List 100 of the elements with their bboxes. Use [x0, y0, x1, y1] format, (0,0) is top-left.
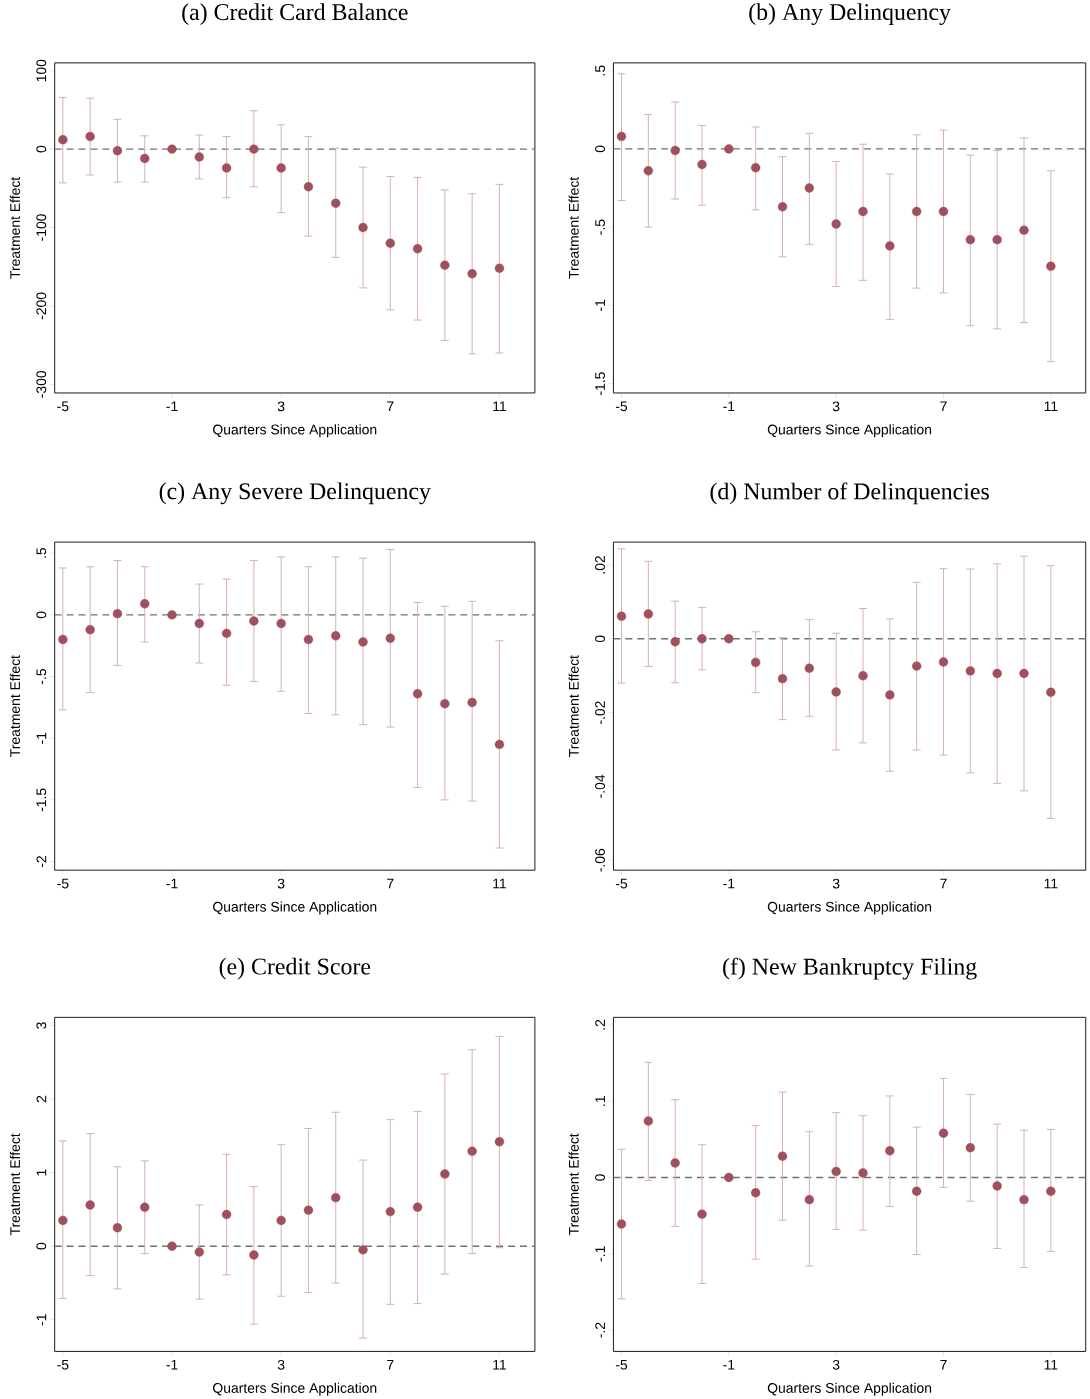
y-tick-label: .02 [595, 556, 606, 574]
x-tick-label: -1 [166, 1359, 178, 1370]
point [885, 241, 895, 251]
x-tick-label: 3 [277, 878, 285, 889]
point [670, 1158, 680, 1168]
x-axis-title: Quarters Since Application [213, 1382, 377, 1396]
point [194, 618, 205, 629]
point [140, 599, 150, 609]
point [1046, 1186, 1056, 1196]
point [85, 131, 95, 142]
point [276, 163, 286, 173]
point [670, 637, 680, 647]
point [140, 153, 150, 164]
point [167, 610, 177, 620]
y-tick-label: -.04 [595, 774, 606, 798]
point [938, 657, 949, 667]
x-tick-label: -1 [166, 401, 178, 412]
y-axis-title: Treatment Effect [9, 1133, 21, 1236]
point [643, 166, 654, 176]
chart-title: (b) Any Delinquency [749, 3, 952, 25]
x-tick-label: -5 [57, 878, 69, 889]
y-tick-label: 0 [595, 635, 606, 643]
point [992, 668, 1002, 679]
x-axis-title: Quarters Since Application [213, 424, 377, 438]
point [777, 673, 788, 684]
y-tick-label: -1 [36, 732, 47, 744]
y-tick-label: -1 [36, 1314, 47, 1326]
point [992, 234, 1002, 245]
point [992, 1181, 1002, 1191]
x-tick-label: 11 [493, 878, 507, 889]
y-tick-label: 3 [36, 1022, 47, 1029]
point [303, 182, 314, 192]
point [331, 631, 341, 641]
x-tick-label: -1 [723, 1359, 735, 1370]
y-tick-label: 0 [595, 145, 606, 153]
x-tick-label: -1 [166, 878, 178, 889]
point [440, 699, 450, 709]
point [358, 1245, 368, 1255]
x-tick-label: -5 [57, 1359, 69, 1370]
x-tick-label: 7 [387, 878, 394, 889]
y-tick-label: -1.5 [36, 788, 47, 812]
point [751, 163, 761, 173]
x-axis-title: Quarters Since Application [768, 424, 932, 438]
y-tick-label: -100 [36, 214, 47, 241]
point [112, 146, 123, 156]
x-tick-label: 11 [1044, 878, 1058, 889]
point [858, 206, 868, 217]
point [938, 206, 949, 217]
point [697, 634, 707, 644]
point [831, 219, 841, 229]
point [358, 637, 368, 647]
x-tick-label: 3 [832, 1359, 840, 1370]
y-tick-label: .1 [595, 1096, 606, 1106]
point [303, 634, 314, 645]
point [467, 697, 477, 708]
point [440, 260, 450, 270]
x-tick-label: 11 [1044, 1359, 1058, 1370]
point [85, 625, 95, 635]
x-tick-label: 11 [1044, 401, 1058, 412]
point [965, 234, 976, 245]
chart-title: (a) Credit Card Balance [182, 3, 408, 25]
point [331, 198, 341, 208]
y-tick-label: -.06 [595, 848, 606, 872]
x-tick-label: 11 [493, 1359, 507, 1370]
x-tick-label: 3 [277, 1359, 285, 1370]
point [358, 222, 368, 233]
y-tick-label: -.5 [36, 669, 47, 685]
point [276, 618, 286, 629]
point [222, 163, 232, 173]
y-tick-label: 1 [36, 1169, 47, 1176]
point [965, 1143, 976, 1153]
point [804, 183, 815, 193]
point [1019, 668, 1029, 679]
point [751, 1188, 761, 1198]
point [643, 609, 654, 619]
x-axis-title: Quarters Since Application [213, 901, 377, 915]
y-tick-label: -.1 [595, 1246, 606, 1262]
y-tick-label: 0 [595, 1174, 606, 1181]
y-axis-title: Treatment Effect [9, 655, 21, 757]
point [804, 663, 815, 673]
point [467, 1146, 477, 1156]
y-tick-label: .2 [595, 1019, 606, 1030]
point [167, 144, 177, 154]
point [413, 244, 423, 254]
y-axis-title: Treatment Effect [568, 655, 579, 757]
y-axis-title: Treatment Effect [568, 1133, 579, 1236]
point [724, 1172, 734, 1183]
x-tick-label: 3 [832, 878, 840, 889]
point [1046, 687, 1056, 697]
y-tick-label: -1 [595, 299, 606, 311]
x-tick-label: -1 [723, 878, 735, 889]
point [965, 666, 976, 676]
point [194, 152, 205, 162]
point [303, 1205, 314, 1215]
point [724, 634, 734, 644]
y-tick-label: 2 [36, 1095, 47, 1103]
point [616, 611, 627, 621]
chart-title: (f) New Bankruptcy Filing [723, 957, 977, 980]
point [494, 739, 505, 750]
y-tick-label: -300 [36, 370, 47, 398]
